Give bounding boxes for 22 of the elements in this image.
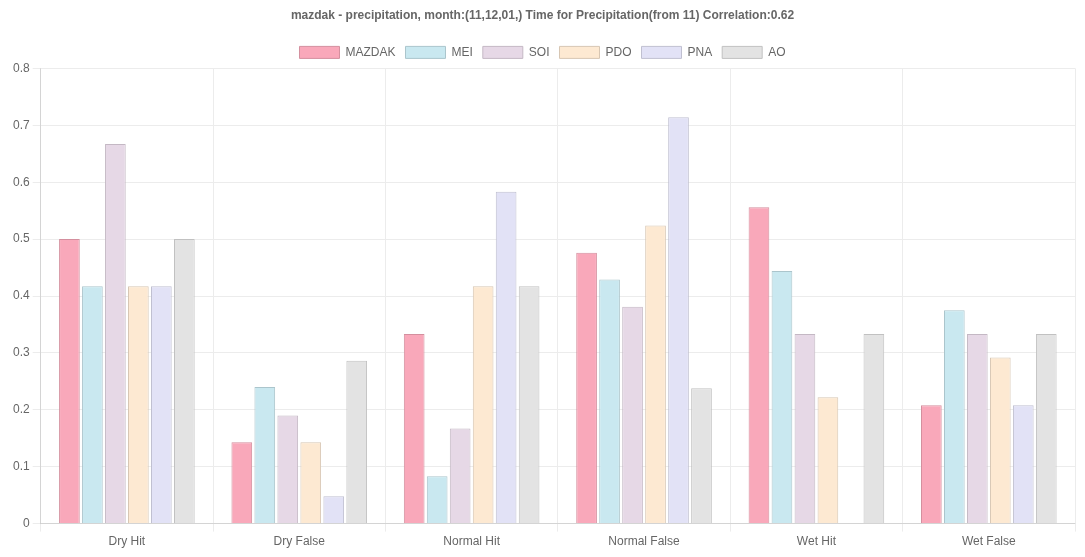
y-tick-label: 0.4 [12,288,30,303]
legend-label: AO [768,44,786,59]
legend-label: MAZDAK [345,44,396,59]
x-tick-label: Normal False [608,534,681,549]
y-tick-label: 0.8 [12,60,30,75]
x-tick-label: Dry False [273,534,326,549]
y-tick-label: 0.1 [12,459,30,474]
legend-label: PDO [605,44,632,59]
x-tick-label: Wet Hit [796,534,837,549]
legend-label: PNA [687,44,713,59]
x-tick-label: Normal Hit [443,534,501,549]
y-tick-label: 0 [22,515,30,530]
y-tick-label: 0.5 [12,231,30,246]
x-tick-label: Dry Hit [108,534,146,549]
x-tick-label: Wet False [961,534,1017,549]
chart-title: mazdak - precipitation, month:(11,12,01,) Time for Precipitation(from 11) Correlation:0.62 [290,7,795,22]
y-tick-label: 0.2 [12,402,30,417]
legend-label: MEI [451,44,473,59]
legend-label: SOI [528,44,550,59]
y-tick-label: 0.3 [12,345,30,360]
y-tick-label: 0.6 [12,174,30,189]
y-tick-label: 0.7 [12,117,30,132]
